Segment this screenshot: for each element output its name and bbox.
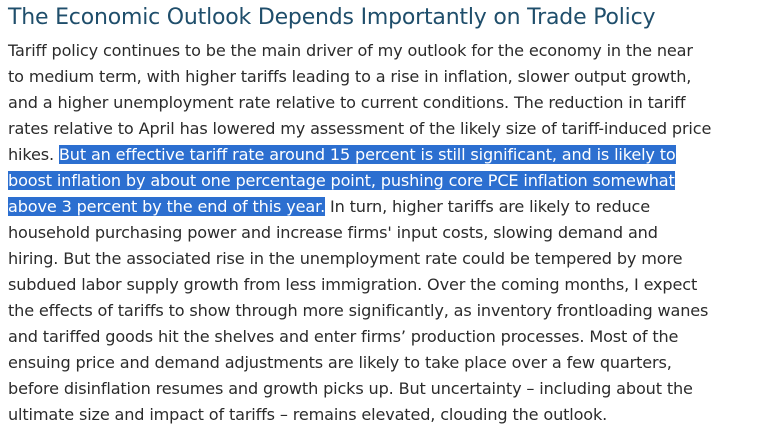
paragraph-line-13: ensuing price and demand adjustments are… [8,353,672,372]
article: The Economic Outlook Depends Importantly… [8,0,758,428]
paragraph-line-8: household purchasing power and increase … [8,223,658,242]
paragraph-line-5-plain: hikes. [8,145,59,164]
paragraph-line-1: Tariff policy continues to be the main d… [8,41,693,60]
paragraph-line-7-plain: In turn, higher tariffs are likely to re… [325,197,651,216]
paragraph-line-9: hiring. But the associated rise in the u… [8,249,683,268]
selected-text-3[interactable]: above 3 percent by the end of this year. [8,197,326,216]
paragraph-line-12: and tariffed goods hit the shelves and e… [8,327,679,346]
selected-text-2[interactable]: boost inflation by about one percentage … [8,171,675,190]
paragraph-line-3: and a higher unemployment rate relative … [8,93,686,112]
paragraph-line-6: boost inflation by about one percentage … [8,168,758,194]
paragraph-line-11: the effects of tariffs to show through m… [8,301,709,320]
section-heading: The Economic Outlook Depends Importantly… [8,5,656,30]
paragraph-line-10: subdued labor supply growth from less im… [8,275,698,294]
paragraph-line-7: above 3 percent by the end of this year.… [8,194,758,220]
paragraph-line-4: rates relative to April has lowered my a… [8,119,712,138]
paragraph-line-5: hikes. But an effective tariff rate arou… [8,142,758,168]
paragraph-line-15: ultimate size and impact of tariffs – re… [8,405,608,424]
paragraph-line-14: before disinflation resumes and growth p… [8,379,693,398]
paragraph-line-2: to medium term, with higher tariffs lead… [8,67,692,86]
selected-text-1[interactable]: But an effective tariff rate around 15 p… [58,145,676,164]
body-paragraph[interactable]: Tariff policy continues to be the main d… [8,38,758,428]
